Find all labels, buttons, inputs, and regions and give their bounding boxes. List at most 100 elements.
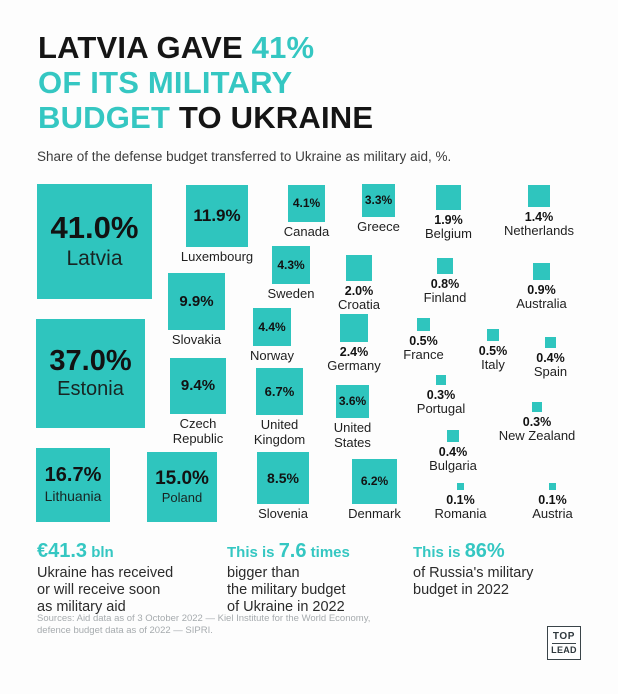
value-label-slovenia: 8.5% [267,469,299,486]
country-caption-finland: 0.8% Finland [385,277,505,306]
country-label-romania: Romania [434,506,487,521]
value-label-poland: 15.0% [155,467,209,489]
square-spain [545,337,556,348]
square-australia [533,263,550,280]
country-label-australia: Australia [516,296,567,311]
square-croatia [346,255,372,281]
sources-note: Sources: Aid data as of 3 October 2022 —… [37,613,370,636]
country-label-denmark: Denmark [348,506,401,521]
value-label-czech-republic: 9.4% [180,377,216,395]
value-label-latvia: 41.0% [50,210,139,246]
country-label-austria: Austria [532,506,573,521]
country-label-canada: Canada [283,224,330,239]
country-caption-united-kingdom: United Kingdom [220,417,340,447]
square-netherlands [528,185,550,207]
logo-text-top: TOP [551,631,577,644]
country-caption-luxembourg: Luxembourg [157,249,277,265]
square-slovenia: 8.5% [257,452,309,504]
square-denmark: 6.2% [352,459,397,504]
value-label-united-states: 3.6% [338,394,367,409]
country-label-france: France [403,347,444,362]
country-caption-united-states: United States [293,420,413,450]
value-label-greece: 3.3% [364,193,393,208]
value-label-netherlands: 1.4% [524,210,554,224]
chart-subtitle: Share of the defense budget transferred … [37,149,452,164]
square-sweden: 4.3% [272,246,310,284]
country-label-new-zealand: New Zealand [498,428,576,443]
square-canada: 4.1% [288,185,325,222]
country-label-latvia: Latvia [66,246,123,270]
country-caption-australia: 0.9% Australia [482,283,602,312]
country-caption-germany: 2.4% Germany [294,345,414,374]
square-norway: 4.4% [253,308,291,346]
title-line: OF ITS MILITARY [38,65,373,100]
country-caption-netherlands: 1.4% Netherlands [479,210,599,239]
country-caption-new-zealand: 0.3% New Zealand [477,415,597,444]
sources-line: defence budget data as of 2022 — SIPRI. [37,624,213,636]
square-czech-republic: 9.4% [170,358,226,414]
title-segment: OF ITS MILITARY [38,65,293,100]
square-italy [487,329,499,341]
title-segment: 41% [251,30,315,65]
value-label-portugal: 0.3% [426,388,456,402]
country-caption-czech-republic: Czech Republic [138,416,258,446]
square-germany [340,314,368,342]
value-label-finland: 0.8% [430,277,460,291]
stat-block-3: This is 86% of Russia's military budget in… [413,541,533,599]
title-line: BUDGET TO UKRAINE [38,100,373,135]
country-caption-greece: Greece [319,219,439,235]
country-caption-romania: 0.1% Romania [401,493,521,522]
stat-highlight: €41.3 bln [37,541,173,563]
value-label-belgium: 1.9% [434,213,463,227]
value-label-italy: 0.5% [478,344,508,358]
stat-highlight-segment: 7.6 [278,540,307,562]
stat-description-line: Ukraine has received [37,565,174,581]
stat-block-1: €41.3 bln Ukraine has received or will rec… [37,541,173,616]
square-greece: 3.3% [362,184,395,217]
value-label-new-zealand: 0.3% [522,415,552,429]
stat-highlight-segment: bln [87,544,114,561]
country-label-greece: Greece [357,219,400,234]
square-portugal [436,375,446,385]
country-label-netherlands: Netherlands [503,223,575,238]
stat-description: Ukraine has received or will receive soon… [37,565,173,616]
square-austria [549,483,556,490]
square-romania [457,483,464,490]
country-caption-denmark: Denmark [315,506,435,522]
country-caption-slovenia: Slovenia [223,506,343,522]
stat-description: of Russia's military budget in 2022 [413,565,533,599]
country-label-slovakia: Slovakia [171,332,222,347]
country-label-luxembourg: Luxembourg [180,249,254,264]
stat-description-line: as military aid [37,599,126,615]
square-luxembourg: 11.9% [186,185,248,247]
country-label-germany: Germany [327,358,381,373]
country-caption-spain: 0.4% Spain [491,351,611,380]
stat-description-line: of Russia's military [413,565,534,581]
square-estonia: 37.0% Estonia [36,319,145,428]
stat-block-2: This is 7.6 times bigger than the military… [227,541,350,616]
country-caption-portugal: 0.3% Portugal [381,388,501,417]
square-lithuania: 16.7% Lithuania [36,448,110,522]
square-latvia: 41.0% Latvia [37,184,152,299]
value-label-norway: 4.4% [258,319,286,334]
stat-highlight: This is 86% [413,541,533,563]
value-label-croatia: 2.0% [344,284,374,298]
country-label-belgium: Belgium [425,226,472,241]
country-caption-croatia: 2.0% Croatia [299,284,419,313]
country-caption-norway: Norway [212,348,332,364]
stat-highlight-segment: €41.3 [37,540,88,562]
square-new-zealand [532,402,542,412]
value-label-denmark: 6.2% [360,474,389,489]
stat-description: bigger than the military budget of Ukraine… [227,565,350,616]
country-label-czech-republic: Republic [172,430,224,446]
country-caption-canada: Canada [247,224,367,240]
country-label-croatia: Croatia [338,297,380,312]
country-caption-belgium: 1.9% Belgium [389,213,509,242]
country-caption-sweden: Sweden [231,286,351,302]
stat-highlight-segment: times [306,544,350,561]
country-label-united-kingdom: United [260,417,299,432]
value-label-canada: 4.1% [292,196,321,211]
square-united-states: 3.6% [336,385,369,418]
value-label-lithuania: 16.7% [44,464,102,487]
